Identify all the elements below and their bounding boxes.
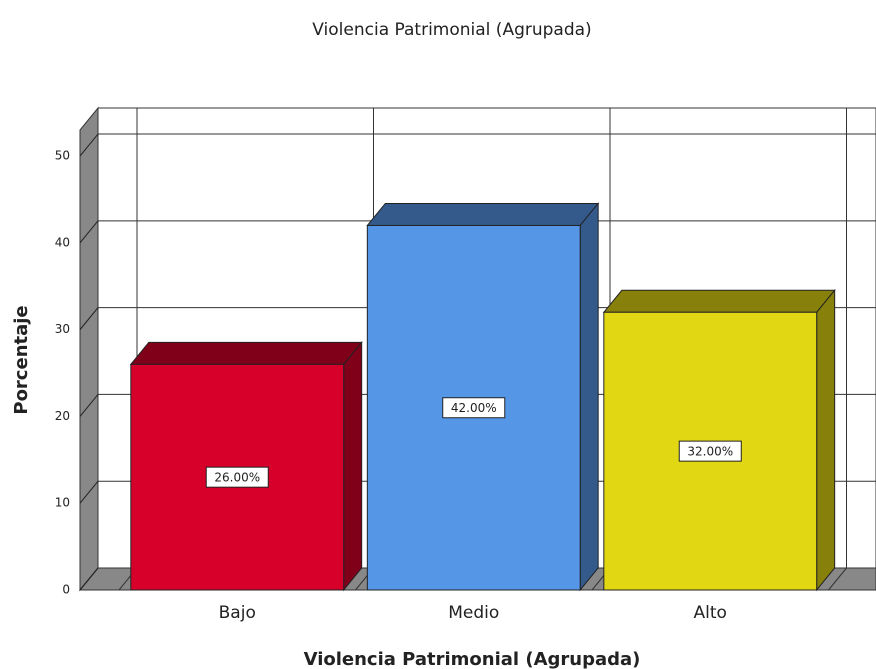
- y-tick-label: 50: [55, 149, 70, 163]
- y-tick: [79, 480, 99, 504]
- x-axis-label: Violencia Patrimonial (Agrupada): [304, 649, 641, 669]
- chart-title: Violencia Patrimonial (Agrupada): [312, 20, 591, 40]
- value-label-box: [442, 397, 506, 419]
- bar-top: [602, 289, 836, 313]
- bar-top: [129, 341, 363, 365]
- y-tick: [79, 394, 99, 417]
- y-tick-label: 0: [62, 583, 70, 597]
- value-label: 42.00%: [451, 401, 497, 415]
- y-tick-label: 40: [55, 235, 70, 249]
- floor-line: [828, 567, 847, 591]
- bar-top: [366, 202, 600, 226]
- y-tick: [79, 307, 99, 330]
- value-label-box: [205, 466, 269, 488]
- x-tick-label: Alto: [694, 603, 727, 623]
- bar-side: [816, 288, 836, 592]
- y-tick: [79, 220, 99, 244]
- y-tick-label: 20: [55, 409, 70, 423]
- y-tick: [79, 133, 99, 157]
- x-tick-label: Medio: [448, 603, 499, 623]
- bar-side: [343, 340, 363, 592]
- y-tick-label: 10: [55, 496, 70, 510]
- bar: [130, 363, 345, 591]
- bar-side: [579, 202, 599, 592]
- y-tick: [79, 567, 99, 591]
- left-wall: [79, 106, 99, 592]
- x-tick-label: Bajo: [219, 603, 256, 623]
- y-tick-label: 30: [55, 322, 70, 336]
- value-label: 26.00%: [214, 471, 260, 485]
- value-label-box: [678, 440, 742, 462]
- value-label: 32.00%: [687, 445, 733, 459]
- y-axis-label: Porcentaje: [11, 305, 32, 414]
